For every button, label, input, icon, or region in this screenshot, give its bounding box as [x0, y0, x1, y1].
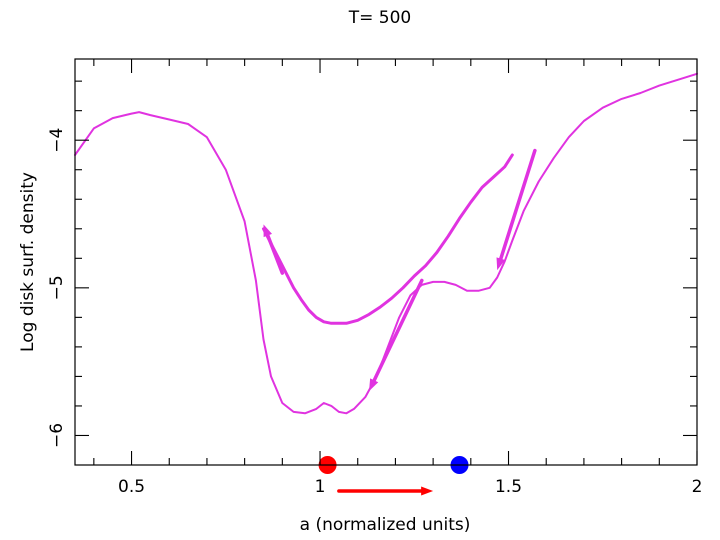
y-tick-label: −6	[47, 423, 67, 448]
flow-arrow-3	[496, 148, 537, 271]
tick-layer: 0.5 1 1.5 2 −4 −5 −6	[47, 59, 702, 497]
y-axis-label: Log disk surf. density	[18, 172, 38, 352]
series-line-1	[74, 72, 698, 415]
flow-arrow-1	[263, 224, 285, 275]
migration-arrow-head	[421, 486, 434, 496]
flow-arrow-1-head	[263, 224, 273, 238]
x-tick-label: 0.5	[118, 477, 145, 497]
flow-arrow-3-shaft	[499, 148, 537, 261]
x-tick-label: 2	[692, 477, 703, 497]
annotation-layer	[263, 148, 537, 496]
flow-arrow-1-shaft	[266, 233, 285, 275]
x-tick-label: 1.5	[495, 477, 522, 497]
plot-frame	[74, 58, 698, 466]
series-layer	[74, 72, 698, 415]
y-tick-label: −4	[47, 128, 67, 153]
y-tick-label: −5	[47, 275, 67, 300]
chart-title: T= 500	[348, 8, 411, 28]
x-axis-label: a (normalized units)	[300, 515, 471, 535]
flow-arrow-2-head	[369, 378, 379, 392]
flow-arrow-2-shaft	[372, 278, 424, 383]
x-tick-label: 1	[315, 477, 326, 497]
series-line-2	[262, 153, 514, 325]
flow-arrow-2	[369, 278, 424, 392]
migration-arrow	[337, 486, 434, 496]
flow-arrow-3-head	[496, 257, 506, 271]
